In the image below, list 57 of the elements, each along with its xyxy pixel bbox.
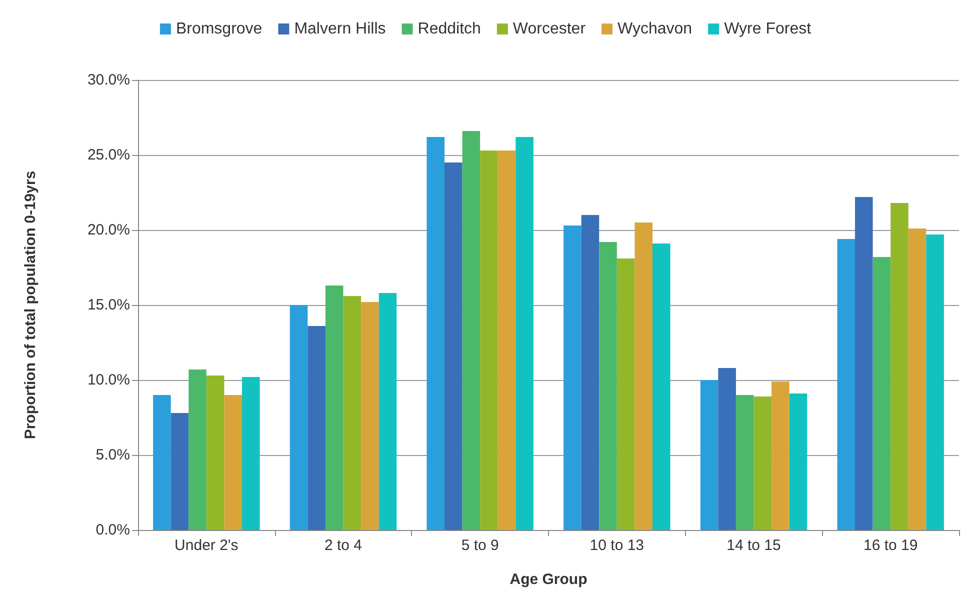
bar bbox=[837, 239, 856, 530]
bar bbox=[206, 376, 224, 530]
y-tick-label: 10.0% bbox=[87, 372, 130, 388]
bar bbox=[242, 377, 260, 530]
bar bbox=[153, 395, 171, 530]
legend-label: Worcester bbox=[512, 20, 586, 38]
legend-label: Bromsgrove bbox=[176, 20, 262, 38]
bar bbox=[599, 242, 617, 530]
x-tick-label: 16 to 19 bbox=[863, 537, 918, 554]
x-tick-label: 5 to 9 bbox=[461, 537, 499, 554]
legend-label: Redditch bbox=[418, 20, 481, 38]
x-tick-label: Under 2's bbox=[174, 537, 238, 554]
bar bbox=[754, 396, 772, 530]
y-axis-title: Proportion of total population 0-19yrs bbox=[22, 170, 39, 440]
bar bbox=[908, 228, 926, 530]
bar bbox=[224, 395, 242, 530]
bar bbox=[480, 150, 498, 530]
bar bbox=[616, 258, 635, 530]
y-tick-label: 25.0% bbox=[87, 146, 130, 164]
bar bbox=[872, 257, 891, 530]
x-tick-label: 2 to 4 bbox=[324, 537, 362, 554]
bar bbox=[444, 162, 462, 530]
bar bbox=[170, 413, 189, 530]
bar bbox=[426, 137, 445, 530]
bar bbox=[378, 293, 397, 530]
bar bbox=[290, 305, 308, 530]
bar bbox=[700, 380, 718, 530]
bar bbox=[462, 131, 480, 530]
bar bbox=[308, 326, 326, 530]
y-tick-label: 30.0% bbox=[87, 72, 130, 88]
bar bbox=[652, 244, 670, 530]
bar bbox=[516, 137, 534, 530]
y-tick-label: 0.0% bbox=[96, 522, 130, 538]
bar bbox=[325, 286, 344, 530]
x-tick-label: 14 to 15 bbox=[726, 537, 781, 554]
x-axis-title: Age Group bbox=[510, 571, 588, 588]
bar bbox=[634, 222, 652, 530]
bar bbox=[361, 302, 379, 530]
bar bbox=[926, 234, 944, 530]
bar bbox=[789, 394, 808, 530]
bar bbox=[498, 150, 516, 530]
legend-label: Wyre Forest bbox=[724, 20, 812, 38]
bar bbox=[855, 197, 873, 530]
bar bbox=[564, 226, 582, 530]
bar bbox=[890, 203, 908, 530]
bar bbox=[581, 215, 600, 530]
y-tick-label: 20.0% bbox=[87, 222, 130, 238]
y-tick-label: 15.0% bbox=[87, 296, 130, 314]
legend-label: Wychavon bbox=[618, 20, 692, 38]
y-tick-label: 5.0% bbox=[96, 446, 130, 464]
legend-label: Malvern Hills bbox=[294, 20, 386, 38]
bar bbox=[343, 296, 362, 530]
x-tick-label: 10 to 13 bbox=[590, 537, 644, 554]
bar bbox=[718, 368, 736, 530]
bar bbox=[736, 395, 754, 530]
bar bbox=[772, 382, 790, 530]
bar bbox=[188, 370, 206, 530]
